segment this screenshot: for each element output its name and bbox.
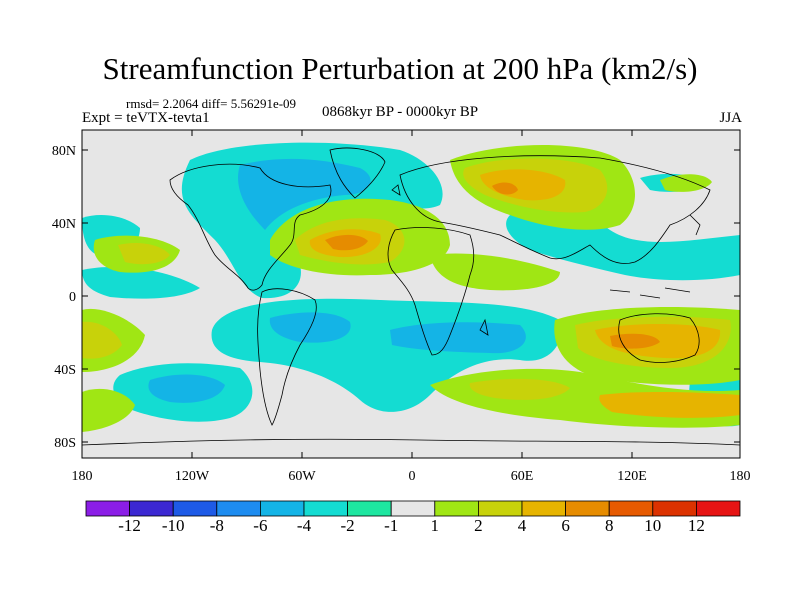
lon-tick-label: 120E xyxy=(617,469,647,484)
lon-tick-label: 180 xyxy=(730,469,751,484)
colorbar-box xyxy=(434,500,479,517)
pos-region-southern-ocean-3 xyxy=(599,391,740,418)
coast-madagascar xyxy=(479,318,489,336)
colorbar-box xyxy=(390,500,436,517)
colorbar-box xyxy=(521,500,566,517)
lon-tick-label: 60W xyxy=(288,469,316,484)
latitude-axis: 80N 40N 0 40S 80S xyxy=(52,144,740,451)
colorbar-label: 4 xyxy=(517,516,527,535)
colorbar-label: -8 xyxy=(209,516,224,535)
lon-tick-label: 180 xyxy=(72,469,93,484)
lat-tick-label: 40S xyxy=(54,363,76,378)
colorbar-box xyxy=(172,500,218,517)
coast-indonesia xyxy=(609,287,691,299)
map-title: Streamfunction Perturbation at 200 hPa (… xyxy=(102,51,698,86)
colorbar-box xyxy=(259,500,305,517)
lon-tick-label: 0 xyxy=(409,469,416,484)
colorbar-label: -6 xyxy=(253,516,268,535)
neg-region-tropical-pacific xyxy=(82,266,200,299)
coast-antarctica xyxy=(82,438,740,446)
pos-region-west-pacific-n-2 xyxy=(118,243,170,265)
colorbar-boxes xyxy=(85,500,741,517)
colorbar-label: -4 xyxy=(296,516,312,535)
colorbar-box xyxy=(696,500,741,517)
colorbar-label: 8 xyxy=(604,516,614,535)
lat-tick-label: 80N xyxy=(52,144,76,159)
lon-tick-label: 120W xyxy=(175,469,210,484)
colorbar-label: 6 xyxy=(561,516,570,535)
pos-region-south-pacific xyxy=(82,388,135,432)
colorbar-box xyxy=(347,500,392,517)
colorbar-box xyxy=(608,500,654,517)
pos-region-eurasia-core xyxy=(492,182,518,195)
lon-tick-label: 60E xyxy=(511,469,534,484)
pos-region-southern-ocean-2 xyxy=(469,378,570,400)
coast-eurasia xyxy=(399,155,711,264)
season-label: JJA xyxy=(719,110,742,126)
colorbar-box xyxy=(477,500,523,517)
pos-region-tropics xyxy=(430,253,560,291)
coast-south-america xyxy=(257,288,317,426)
coast-uk xyxy=(391,184,401,196)
pos-region-north-pacific xyxy=(660,174,712,192)
colorbar-label: 1 xyxy=(430,516,440,535)
neg-region-south-atlantic-core-2 xyxy=(390,322,526,354)
pos-region-southwest-pacific-2 xyxy=(82,321,122,359)
coast-africa xyxy=(387,227,475,356)
lat-tick-label: 0 xyxy=(69,290,76,305)
colorbar-box xyxy=(303,500,348,517)
colorbar-box xyxy=(129,500,174,517)
neg-region-greenland xyxy=(238,158,371,230)
longitude-axis: 180 120W 60W 0 60E 120E 180 xyxy=(72,130,751,484)
pos-region-australia-core xyxy=(610,333,660,349)
colorbar-box xyxy=(565,500,610,517)
coast-japan xyxy=(689,214,701,236)
colorbar-label: 2 xyxy=(474,516,483,535)
colorbar-label: 12 xyxy=(687,516,705,535)
time-period: 0868kyr BP - 0000kyr BP xyxy=(321,104,479,120)
colorbar-label: -2 xyxy=(340,516,355,535)
map-frame xyxy=(81,129,741,459)
coast-australia xyxy=(618,313,700,363)
colorbar-label: 10 xyxy=(644,516,662,535)
colorbar-box xyxy=(85,500,130,517)
contour-fields xyxy=(82,142,740,446)
colorbar-label: -1 xyxy=(384,516,399,535)
experiment-label: Expt = teVTX-tevta1 xyxy=(82,110,210,126)
lat-tick-label: 40N xyxy=(52,217,76,232)
lat-tick-label: 80S xyxy=(54,436,76,451)
colorbar-box xyxy=(652,500,697,517)
coastlines xyxy=(82,147,740,446)
pos-region-north-atlantic-core xyxy=(325,234,368,251)
rmsd-diff-stats: rmsd= 2.2064 diff= 5.56291e-09 xyxy=(126,96,297,111)
colorbar-box xyxy=(216,500,261,517)
colorbar-label: -10 xyxy=(161,516,185,535)
coast-greenland xyxy=(329,147,386,199)
neg-region-south-pacific-core xyxy=(148,374,225,403)
colorbar-label: -12 xyxy=(118,516,141,535)
coast-north-america xyxy=(169,163,332,291)
